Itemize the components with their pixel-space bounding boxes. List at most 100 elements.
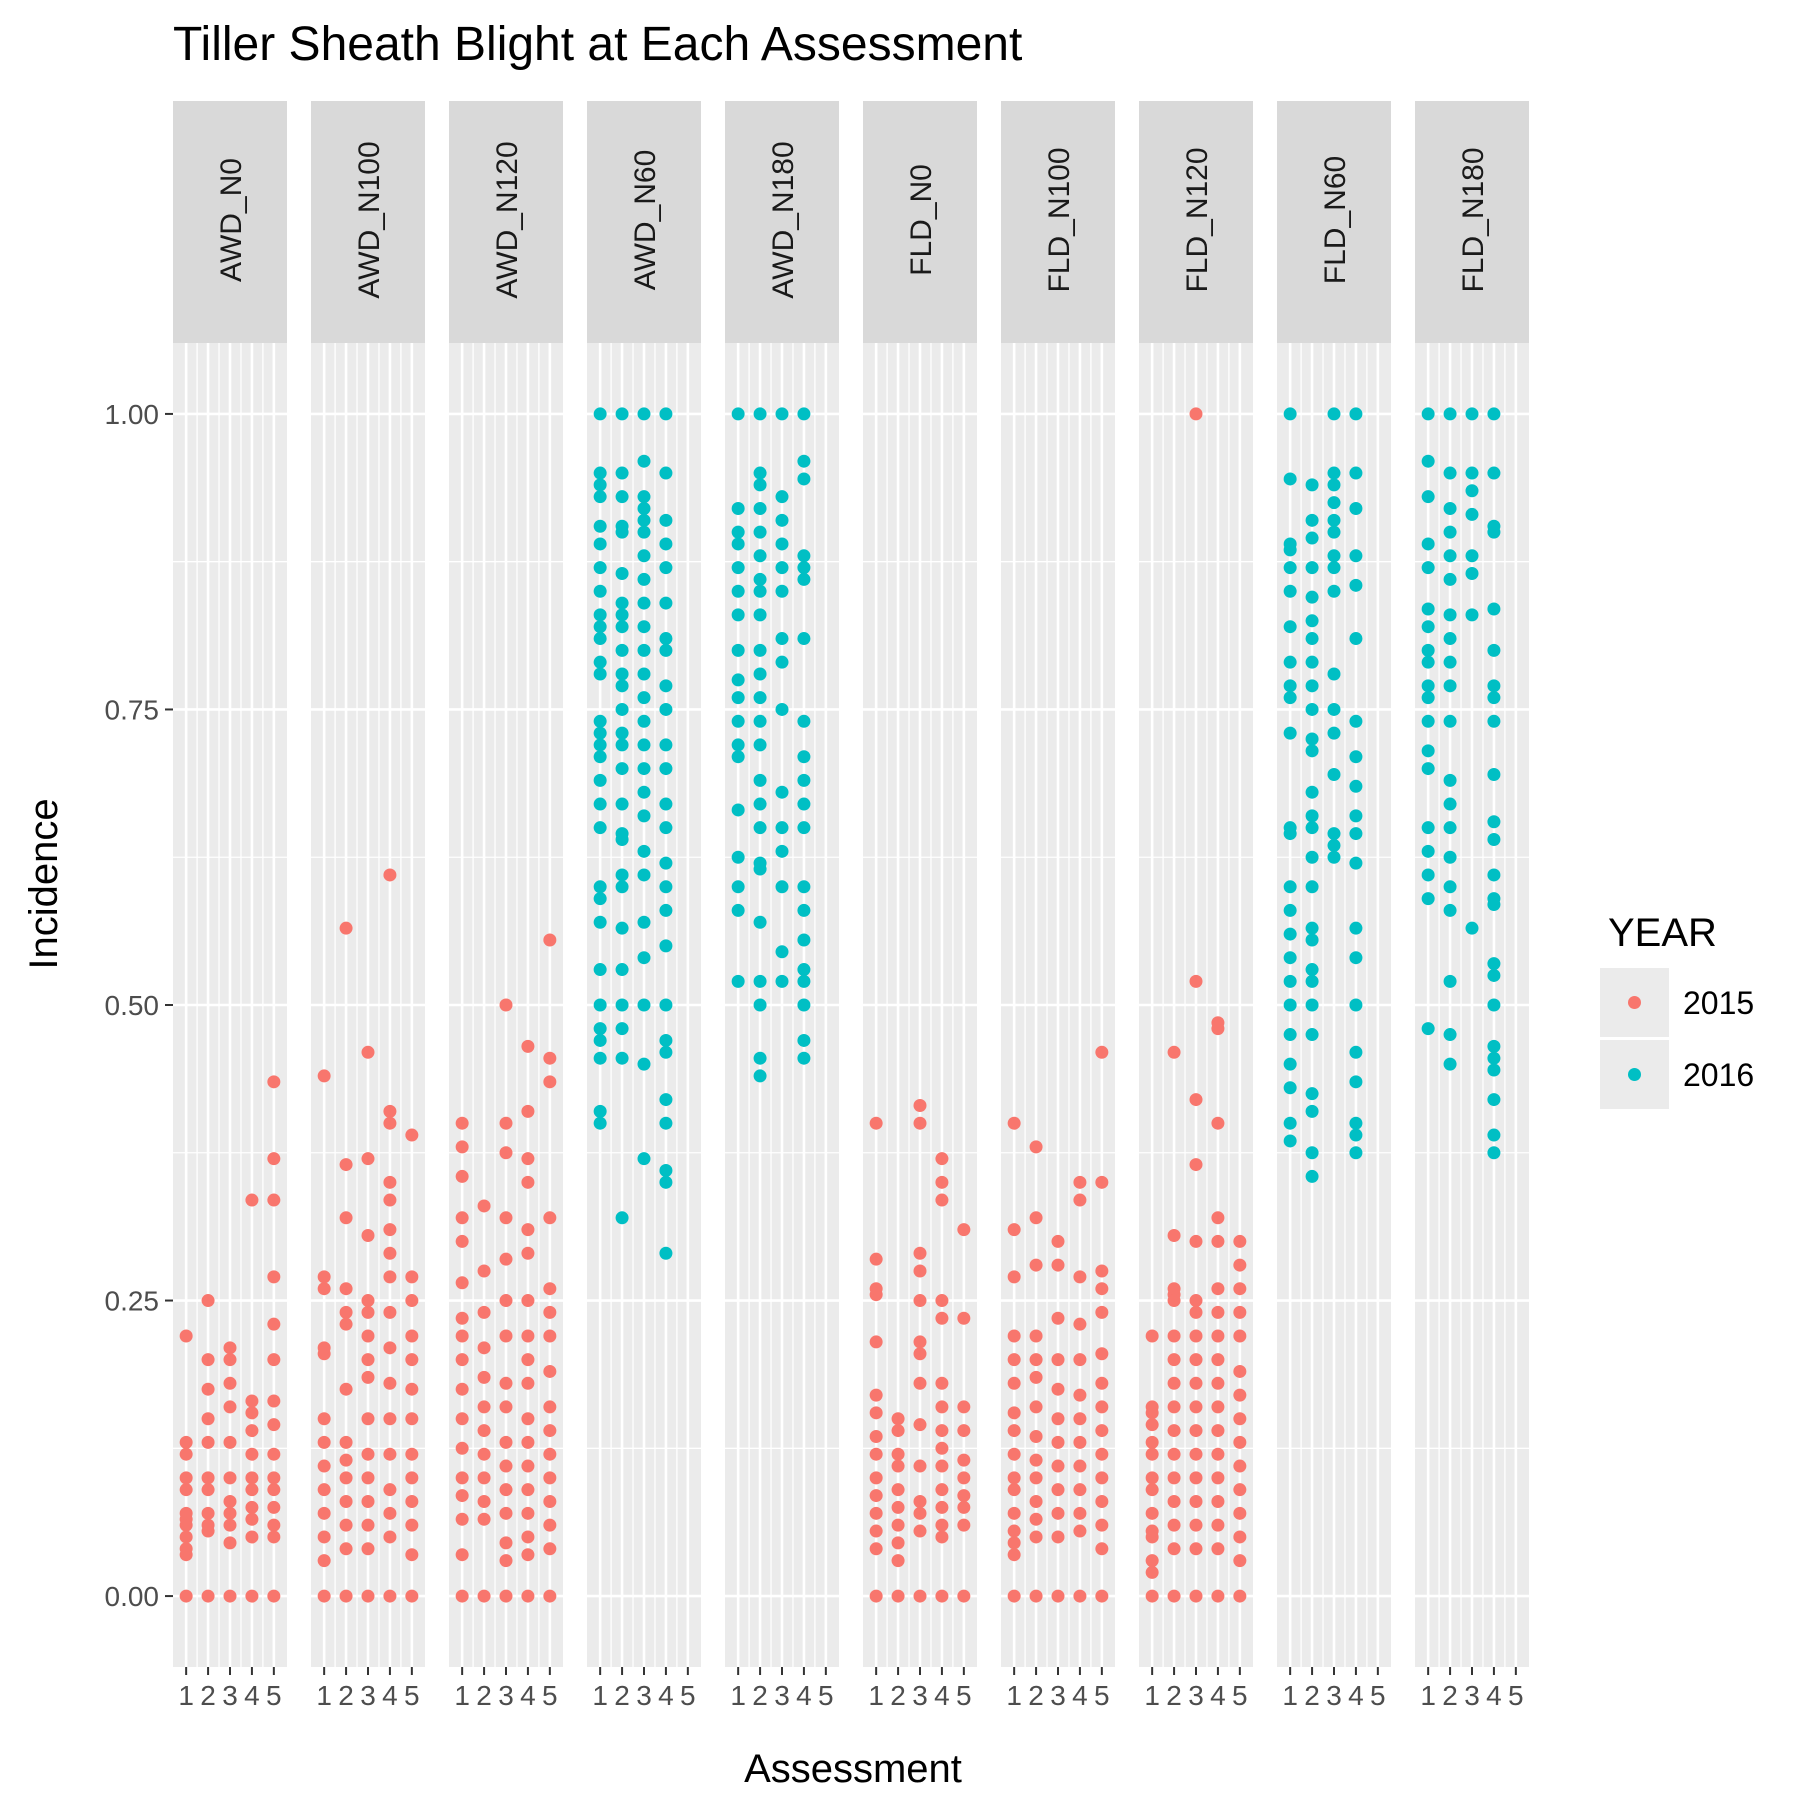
data-point-2015	[455, 1311, 469, 1325]
data-point-2015	[1189, 1305, 1203, 1319]
data-point-2016	[731, 673, 745, 687]
data-point-2015	[935, 1400, 949, 1414]
data-point-2016	[659, 1116, 673, 1130]
data-point-2016	[1421, 655, 1435, 669]
data-point-2016	[593, 608, 607, 622]
data-point-2015	[179, 1542, 193, 1556]
data-point-2015	[1029, 1370, 1043, 1384]
data-point-2016	[1421, 821, 1435, 835]
data-point-2015	[957, 1453, 971, 1467]
data-point-2015	[245, 1512, 259, 1526]
data-point-2015	[1211, 1424, 1225, 1438]
data-point-2015	[1189, 1353, 1203, 1367]
data-point-2015	[935, 1459, 949, 1473]
data-point-2016	[593, 561, 607, 575]
data-point-2015	[223, 1589, 237, 1603]
facet-strip-label: FLD_N0	[905, 164, 938, 276]
facet-panel-fld-n0: FLD_N0 1 2 3 4 5	[863, 101, 977, 1711]
data-point-2015	[383, 1116, 397, 1130]
data-point-2016	[615, 407, 629, 421]
data-point-2016	[731, 537, 745, 551]
data-point-2016	[593, 714, 607, 728]
data-point-2016	[1305, 561, 1319, 575]
data-point-2015	[1145, 1400, 1159, 1414]
data-point-2016	[1443, 880, 1457, 894]
y-tick-label: 1.00	[105, 399, 160, 430]
data-point-2016	[1487, 815, 1501, 829]
data-point-2016	[1305, 821, 1319, 835]
data-point-2015	[477, 1424, 491, 1438]
x-tick-label: 5	[956, 1680, 972, 1711]
data-point-2015	[1211, 1329, 1225, 1343]
data-point-2015	[201, 1471, 215, 1485]
data-point-2016	[1305, 809, 1319, 823]
data-point-2015	[1007, 1471, 1021, 1485]
data-point-2015	[245, 1530, 259, 1544]
data-point-2015	[1007, 1589, 1021, 1603]
data-point-2016	[753, 572, 767, 586]
data-point-2015	[339, 1589, 353, 1603]
data-point-2015	[1029, 1400, 1043, 1414]
data-point-2016	[1443, 655, 1457, 669]
data-point-2015	[521, 1294, 535, 1308]
data-point-2016	[1349, 714, 1363, 728]
data-point-2016	[593, 797, 607, 811]
data-point-2015	[1167, 1471, 1181, 1485]
data-point-2015	[499, 1459, 513, 1473]
data-point-2016	[797, 1033, 811, 1047]
x-tick-label: 4	[244, 1680, 260, 1711]
data-point-2015	[1145, 1418, 1159, 1432]
data-point-2015	[913, 1589, 927, 1603]
data-point-2016	[1443, 549, 1457, 563]
data-point-2016	[659, 939, 673, 953]
data-point-2016	[1349, 809, 1363, 823]
data-point-2015	[1167, 1376, 1181, 1390]
data-point-2015	[891, 1589, 905, 1603]
data-point-2016	[1487, 714, 1501, 728]
data-point-2016	[797, 572, 811, 586]
y-tick-label: 0.00	[105, 1581, 160, 1612]
data-point-2016	[615, 738, 629, 752]
legend-key-2015	[1628, 996, 1641, 1009]
data-point-2016	[1349, 407, 1363, 421]
data-point-2015	[1189, 1518, 1203, 1532]
data-point-2015	[455, 1329, 469, 1343]
data-point-2015	[361, 1353, 375, 1367]
legend-label-2015: 2015	[1683, 985, 1754, 1021]
data-point-2015	[1007, 1376, 1021, 1390]
data-point-2015	[455, 1548, 469, 1562]
data-point-2016	[1327, 667, 1341, 681]
data-point-2016	[775, 561, 789, 575]
data-point-2016	[593, 667, 607, 681]
data-point-2015	[1167, 1495, 1181, 1508]
data-point-2016	[659, 1164, 673, 1177]
data-point-2015	[913, 1264, 927, 1278]
data-point-2016	[1327, 407, 1341, 421]
data-point-2016	[1487, 968, 1501, 982]
data-point-2016	[1421, 537, 1435, 551]
x-tick-label: 2	[1028, 1680, 1044, 1711]
data-point-2015	[339, 1518, 353, 1532]
data-point-2016	[797, 974, 811, 988]
data-point-2015	[361, 1471, 375, 1485]
data-point-2015	[1211, 1471, 1225, 1485]
data-point-2016	[615, 827, 629, 841]
x-axis-title: Assessment	[744, 1747, 962, 1791]
data-point-2016	[1349, 998, 1363, 1012]
data-point-2016	[593, 1051, 607, 1065]
data-point-2016	[731, 407, 745, 421]
data-point-2015	[957, 1400, 971, 1414]
data-point-2015	[1029, 1429, 1043, 1443]
data-point-2016	[797, 797, 811, 811]
data-point-2016	[637, 691, 651, 705]
facet-strip	[1277, 101, 1391, 343]
data-point-2016	[1327, 726, 1341, 740]
data-point-2015	[267, 1530, 281, 1544]
data-point-2016	[1283, 974, 1297, 988]
data-point-2015	[913, 1116, 927, 1130]
x-tick-label: 5	[680, 1680, 696, 1711]
data-point-2016	[753, 407, 767, 421]
data-point-2015	[1233, 1589, 1247, 1603]
data-point-2015	[455, 1169, 469, 1183]
